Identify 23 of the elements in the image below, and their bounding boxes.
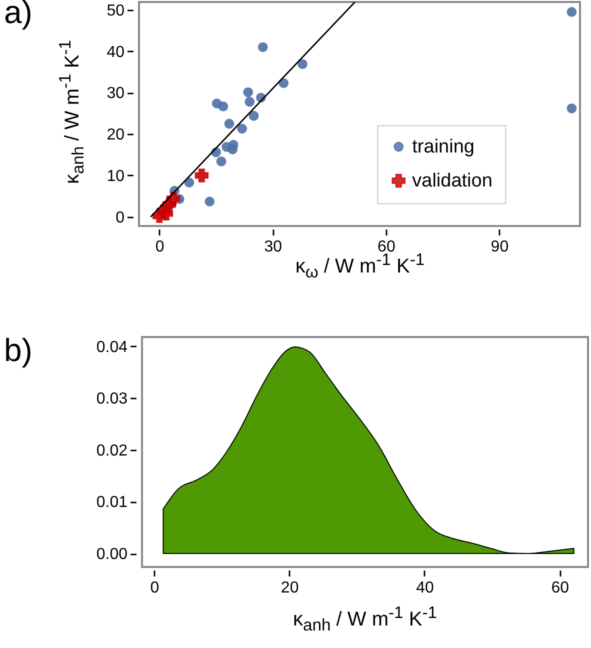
y-tick-label: 0.00 <box>96 546 128 564</box>
y-tick-label: 0.04 <box>96 338 128 356</box>
y-tick-label: 40 <box>106 44 125 61</box>
y-tick-label: 20 <box>106 126 125 144</box>
y-tick-label: 0.02 <box>96 442 128 460</box>
x-tick-label: 0 <box>150 580 160 596</box>
y-tick-label: 50 <box>106 2 125 20</box>
x-tick-label: 0 <box>155 238 164 256</box>
x-axis-title: κ$_{anh}$ / W m$^{-1}$ K$^{-1}$ <box>292 603 438 636</box>
x-tick-label: 90 <box>490 238 509 256</box>
chart-title: a) <box>4 0 32 31</box>
chart-title: b) <box>4 332 32 369</box>
x-tick-label: 60 <box>551 580 570 596</box>
x-tick-label: 40 <box>416 580 434 596</box>
y-tick-label: 0.01 <box>96 494 128 512</box>
legend-label: validation <box>412 170 492 192</box>
y-tick-label: 10 <box>106 168 125 185</box>
legend-label: training <box>412 136 474 158</box>
y-tick-label: 0 <box>116 209 125 226</box>
x-tick-label: 30 <box>264 238 282 256</box>
y-tick-label: 0.03 <box>96 390 128 408</box>
x-tick-label: 20 <box>280 580 299 596</box>
y-tick-label: 30 <box>106 85 125 102</box>
